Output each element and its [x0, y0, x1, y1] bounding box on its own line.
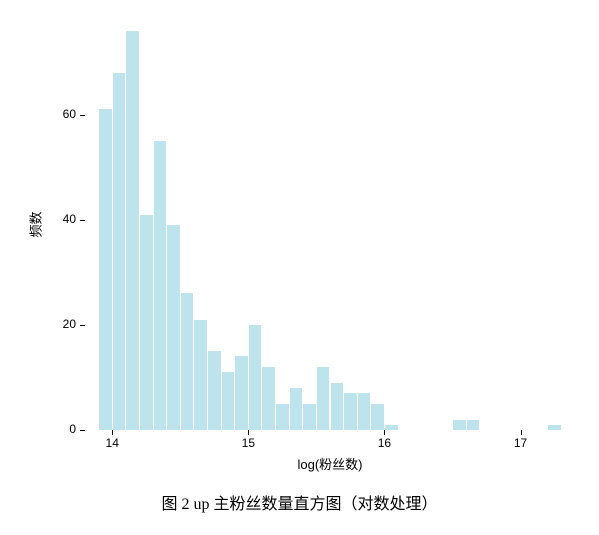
- x-axis-title: log(粉丝数): [280, 454, 380, 473]
- histogram-bar: [317, 367, 330, 430]
- figure-container: 0 20 40 60 14 15 16 17 频数 log(粉丝数) 图 2 up 主粉丝数…: [0, 0, 599, 535]
- histogram-bar: [262, 367, 275, 430]
- y-tick-label: 60: [40, 107, 76, 121]
- x-tick: [248, 430, 249, 435]
- histogram-bar: [385, 425, 398, 430]
- y-tick: [80, 115, 85, 116]
- histogram-bar: [303, 404, 316, 430]
- histogram-bar: [548, 425, 561, 430]
- x-tick-label: 15: [228, 436, 268, 450]
- figure-caption: 图 2 up 主粉丝数量直方图（对数处理）: [0, 490, 599, 514]
- x-tick: [112, 430, 113, 435]
- y-tick-label: 20: [40, 317, 76, 331]
- histogram-bar: [331, 383, 344, 430]
- histogram-bar: [371, 404, 384, 430]
- y-tick: [80, 220, 85, 221]
- histogram-bar: [126, 31, 139, 430]
- y-tick: [80, 430, 85, 431]
- x-tick-label: 16: [364, 436, 404, 450]
- x-tick: [384, 430, 385, 435]
- histogram-bar: [344, 393, 357, 430]
- histogram-bar: [194, 320, 207, 430]
- histogram-bar: [235, 356, 248, 430]
- y-axis-title: 频数: [26, 195, 45, 255]
- bars-layer: [85, 20, 575, 430]
- histogram-bar: [167, 225, 180, 430]
- y-tick-label: 40: [40, 212, 76, 226]
- histogram-bar: [140, 215, 153, 431]
- histogram-bar: [290, 388, 303, 430]
- histogram-bar: [154, 141, 167, 430]
- histogram-bar: [208, 351, 221, 430]
- y-tick: [80, 325, 85, 326]
- plot-area: [85, 20, 575, 430]
- x-tick: [521, 430, 522, 435]
- x-tick-label: 14: [92, 436, 132, 450]
- x-tick-label: 17: [501, 436, 541, 450]
- histogram-bar: [99, 109, 112, 430]
- histogram-bar: [467, 420, 480, 431]
- histogram-bar: [249, 325, 262, 430]
- histogram-bar: [453, 420, 466, 431]
- histogram-bar: [358, 393, 371, 430]
- histogram-bar: [222, 372, 235, 430]
- histogram-bar: [276, 404, 289, 430]
- histogram-bar: [181, 293, 194, 430]
- y-tick-label: 0: [40, 422, 76, 436]
- histogram-bar: [113, 73, 126, 430]
